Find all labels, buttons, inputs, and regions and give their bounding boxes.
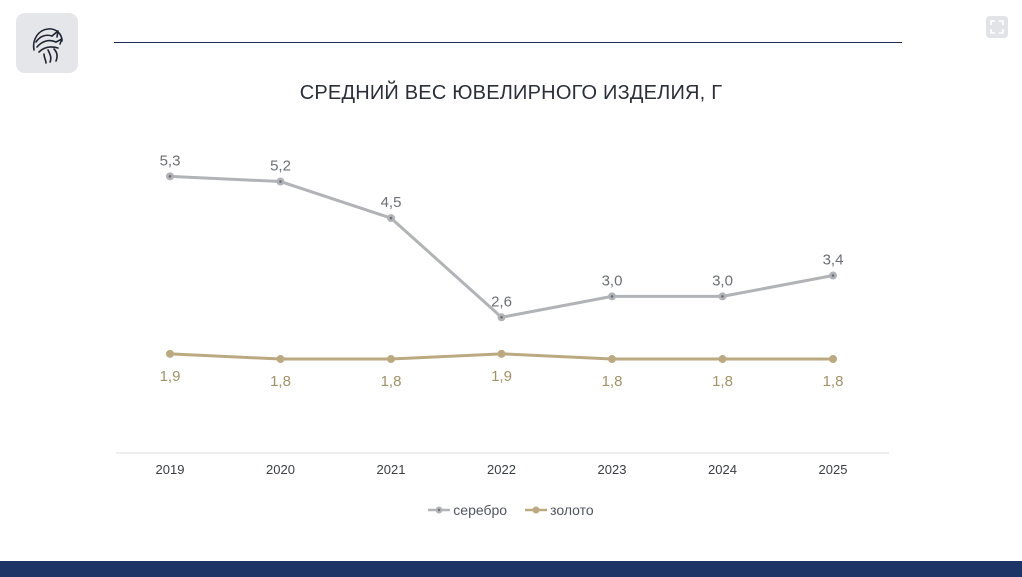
- footer-bar: [0, 561, 1022, 577]
- data-label-gold-2022: 1,9: [491, 368, 512, 385]
- company-logo: [16, 13, 78, 73]
- x-tick-label-2020: 2020: [266, 462, 295, 477]
- data-point-center-silver-2022: [500, 315, 503, 319]
- x-tick-label-2021: 2021: [377, 462, 406, 477]
- legend-silver-marker-icon: [428, 506, 451, 514]
- header-divider: [114, 42, 902, 43]
- legend-label-gold: золото: [550, 502, 594, 518]
- data-point-center-silver-2023: [610, 295, 614, 298]
- data-point-gold-2023: [608, 355, 616, 364]
- data-point-center-silver-2024: [721, 295, 724, 298]
- data-point-gold-2025: [829, 355, 837, 364]
- data-label-silver-2023: 3,0: [602, 272, 623, 289]
- data-point-center-silver-2020: [279, 180, 282, 183]
- data-label-silver-2022: 2,6: [491, 293, 512, 310]
- data-point-gold-2022: [497, 349, 506, 358]
- legend-label-silver: серебро: [453, 502, 508, 518]
- x-tick-label-2025: 2025: [819, 462, 848, 477]
- data-point-center-silver-2019: [168, 175, 172, 178]
- data-label-gold-2019: 1,9: [160, 368, 181, 385]
- data-label-silver-2024: 3,0: [712, 272, 733, 289]
- x-tick-label-2024: 2024: [708, 462, 737, 477]
- data-label-gold-2025: 1,8: [823, 373, 844, 390]
- data-label-silver-2020: 5,2: [270, 158, 291, 175]
- legend-item-silver: серебро: [428, 502, 507, 518]
- data-point-center-silver-2025: [831, 274, 835, 277]
- data-label-gold-2021: 1,8: [381, 373, 402, 390]
- x-tick-label-2023: 2023: [598, 462, 627, 477]
- legend-gold-marker-icon: [525, 506, 548, 514]
- data-point-gold-2019: [166, 349, 174, 358]
- data-label-gold-2020: 1,8: [270, 373, 291, 390]
- data-point-center-silver-2021: [389, 216, 393, 220]
- x-tick-label-2019: 2019: [156, 462, 185, 477]
- fullscreen-icon: [990, 20, 1004, 34]
- data-label-silver-2025: 3,4: [823, 252, 844, 269]
- data-label-silver-2021: 4,5: [381, 194, 402, 211]
- x-tick-label-2022: 2022: [487, 462, 516, 477]
- chart-title: СРЕДНИЙ ВЕС ЮВЕЛИРНОГО ИЗДЕЛИЯ, Г: [299, 82, 723, 104]
- hermes-head-icon: [32, 28, 63, 64]
- data-point-gold-2021: [387, 355, 395, 364]
- data-label-gold-2023: 1,8: [602, 373, 623, 390]
- legend-item-gold: золото: [525, 502, 594, 518]
- data-point-gold-2024: [718, 355, 727, 364]
- data-label-gold-2024: 1,8: [712, 373, 733, 390]
- chart-legend: серебро золото: [0, 502, 1022, 518]
- data-point-gold-2020: [276, 355, 285, 364]
- fullscreen-button[interactable]: [986, 16, 1008, 38]
- data-label-silver-2019: 5,3: [160, 152, 181, 169]
